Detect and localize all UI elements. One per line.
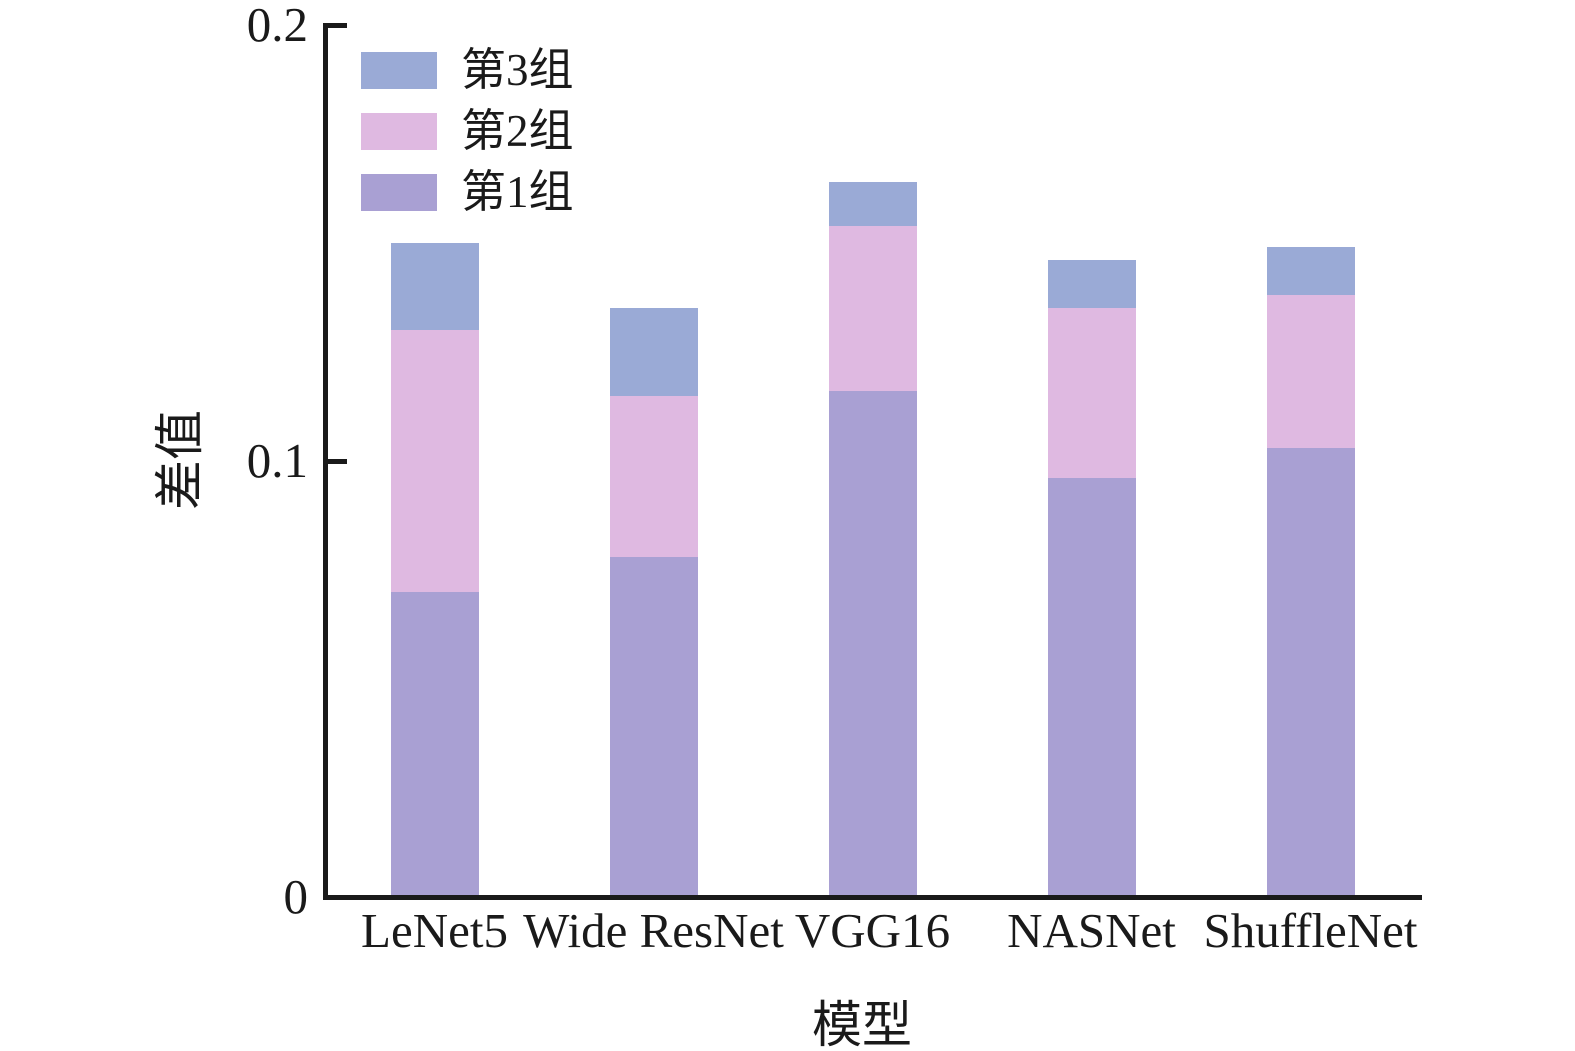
bar-segment-group2-nasnet — [1047, 308, 1136, 479]
bar-segment-group2-lenet5 — [390, 330, 479, 592]
y-axis-tick-label-0: 0 — [283, 869, 309, 924]
bar-segment-group3-nasnet — [1047, 260, 1136, 309]
x-axis-tick-label-vgg16: VGG16 — [794, 903, 951, 958]
bar-segment-group3-vgg16 — [828, 181, 917, 226]
legend-label: 第3组 — [461, 45, 574, 95]
bar-segment-group3-wide-resnet — [609, 308, 698, 396]
y-axis-tick-label-0.1: 0.1 — [246, 433, 308, 488]
bar-segment-group1-vgg16 — [828, 391, 917, 897]
bar-segment-group1-wide-resnet — [609, 556, 698, 897]
legend-row: 第2组 — [361, 106, 574, 156]
x-axis-tick-label-shufflenet: ShuffleNet — [1203, 903, 1418, 958]
x-axis-line — [323, 895, 1422, 900]
x-axis-tick-label-nasnet: NASNet — [1007, 903, 1176, 958]
y-axis-tick-0.2 — [328, 23, 347, 28]
y-axis-title: 差值 — [152, 410, 208, 510]
x-axis-tick-label-wide-resnet: Wide ResNet — [523, 903, 784, 958]
bar-segment-group1-nasnet — [1047, 478, 1136, 897]
bar-segment-group1-lenet5 — [390, 591, 479, 897]
x-axis-title: 模型 — [812, 997, 912, 1051]
y-axis-line — [323, 23, 328, 900]
legend-swatch-icon — [361, 174, 437, 211]
bar-segment-group2-vgg16 — [828, 225, 917, 392]
bar-segment-group1-shufflenet — [1266, 447, 1355, 897]
bar-segment-group3-shufflenet — [1266, 247, 1355, 296]
bar-segment-group2-shufflenet — [1266, 295, 1355, 448]
x-axis-tick-label-lenet5: LeNet5 — [361, 903, 508, 958]
legend-swatch-icon — [361, 113, 437, 150]
legend: 第3组第2组第1组 — [361, 45, 574, 235]
legend-swatch-icon — [361, 52, 437, 89]
bar-segment-group3-lenet5 — [390, 243, 479, 331]
legend-label: 第1组 — [461, 167, 574, 217]
y-axis-tick-0.1 — [328, 459, 347, 464]
y-axis-tick-label-0.2: 0.2 — [246, 0, 308, 52]
legend-row: 第1组 — [361, 167, 574, 217]
legend-label: 第2组 — [461, 106, 574, 156]
legend-row: 第3组 — [361, 45, 574, 95]
bar-segment-group2-wide-resnet — [609, 395, 698, 557]
